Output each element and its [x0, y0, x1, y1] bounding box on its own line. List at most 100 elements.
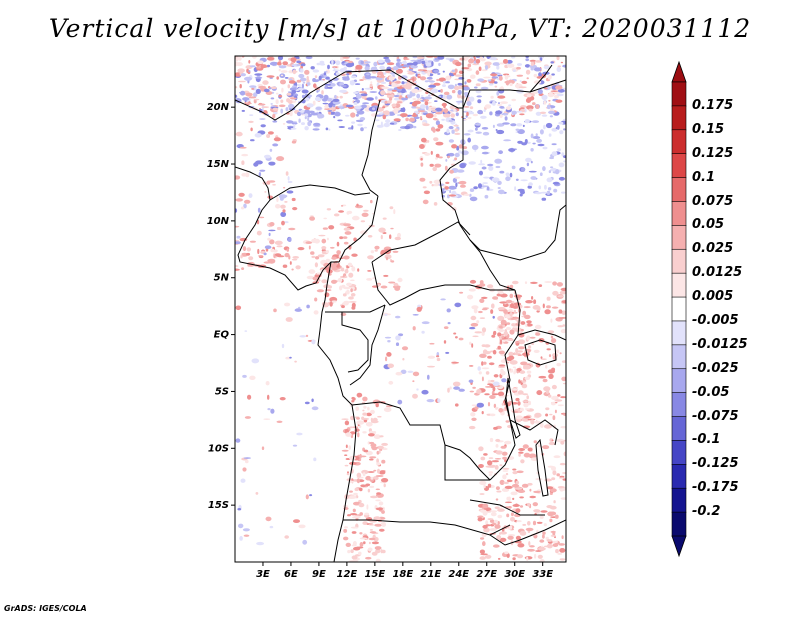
shading-speck — [383, 483, 386, 488]
colorbar-level-label: -0.1 — [692, 432, 721, 448]
shading-speck — [532, 102, 536, 106]
shading-speck — [235, 438, 241, 443]
shading-speck — [429, 180, 433, 184]
shading-speck — [270, 248, 275, 253]
shading-speck — [443, 326, 449, 329]
shading-speck — [369, 456, 377, 459]
shading-speck — [527, 482, 533, 486]
shading-speck — [467, 294, 474, 300]
shading-speck — [288, 103, 295, 109]
shading-speck — [421, 330, 425, 334]
shading-speck — [521, 80, 528, 84]
shading-speck — [404, 125, 411, 130]
shading-speck — [540, 510, 548, 513]
shading-speck — [351, 266, 356, 272]
shading-speck — [339, 236, 344, 240]
shading-speck — [495, 444, 499, 448]
shading-speck — [492, 100, 496, 106]
shading-speck — [261, 106, 270, 108]
shading-speck — [288, 255, 291, 260]
shading-speck — [511, 323, 516, 327]
shading-speck — [447, 155, 451, 158]
shading-speck — [542, 166, 546, 172]
shading-speck — [481, 151, 489, 155]
shading-speck — [267, 237, 271, 241]
shading-speck — [345, 542, 351, 548]
shading-speck — [557, 148, 562, 152]
shading-speck — [242, 97, 250, 101]
shading-speck — [551, 477, 556, 481]
shading-speck — [556, 473, 560, 477]
shading-speck — [235, 57, 239, 62]
footer-credit: GrADS: IGES/COLA — [4, 604, 87, 613]
shading-speck — [391, 89, 397, 92]
shading-speck — [419, 144, 425, 149]
shading-speck — [557, 295, 564, 298]
shading-speck — [479, 556, 486, 560]
shading-speck — [235, 225, 240, 228]
shading-speck — [302, 81, 306, 84]
shading-speck — [373, 61, 378, 67]
shading-speck — [552, 290, 559, 296]
shading-speck — [507, 338, 513, 341]
shading-speck — [504, 485, 513, 489]
shading-speck — [459, 57, 465, 61]
shading-speck — [372, 431, 377, 434]
colorbar-bin — [671, 272, 687, 298]
shading-speck — [546, 486, 554, 490]
shading-speck — [239, 536, 243, 541]
shading-speck — [367, 441, 370, 445]
shading-speck — [328, 225, 335, 230]
shading-speck — [487, 379, 491, 385]
colorbar-bin — [671, 129, 687, 155]
shading-speck — [455, 100, 464, 103]
shading-speck — [278, 194, 287, 199]
shading-speck — [512, 280, 519, 285]
shading-speck — [325, 250, 329, 254]
shading-speck — [475, 70, 480, 75]
shading-speck — [349, 495, 357, 499]
shading-speck — [535, 332, 541, 336]
shading-speck — [422, 186, 427, 189]
shading-speck — [412, 326, 416, 331]
shading-speck — [414, 80, 417, 84]
shading-speck — [398, 333, 404, 337]
shading-speck — [325, 127, 329, 131]
shading-speck — [301, 83, 304, 89]
shading-speck — [483, 76, 491, 79]
shading-speck — [516, 520, 522, 523]
shading-speck — [551, 127, 558, 132]
shading-speck — [536, 521, 543, 524]
shading-speck — [240, 254, 243, 259]
shading-speck — [527, 502, 531, 507]
shading-speck — [281, 220, 285, 226]
colorbar — [671, 60, 687, 558]
shading-speck — [481, 361, 484, 366]
colorbar-level-label: 0.125 — [692, 145, 734, 161]
shading-speck — [548, 373, 554, 379]
shading-speck — [441, 188, 446, 193]
shading-speck — [291, 140, 297, 144]
shading-speck — [393, 107, 401, 111]
shading-speck — [516, 554, 524, 559]
shading-speck — [485, 65, 488, 70]
shading-speck — [521, 167, 525, 172]
shading-speck — [440, 298, 446, 301]
shading-speck — [289, 78, 293, 81]
shading-speck — [444, 186, 450, 190]
shading-speck — [544, 184, 547, 190]
shading-speck — [296, 111, 302, 117]
shading-speck — [524, 119, 530, 124]
shading-speck — [538, 72, 542, 77]
shading-speck — [241, 153, 249, 157]
shading-speck — [276, 92, 279, 95]
shading-speck — [418, 74, 421, 77]
shading-speck — [296, 432, 303, 436]
shading-speck — [357, 123, 363, 127]
shading-speck — [257, 60, 264, 64]
shading-speck — [413, 116, 420, 120]
shading-speck — [462, 118, 468, 121]
shading-speck — [526, 370, 532, 374]
shading-speck — [495, 165, 501, 169]
shading-speck — [244, 199, 251, 204]
